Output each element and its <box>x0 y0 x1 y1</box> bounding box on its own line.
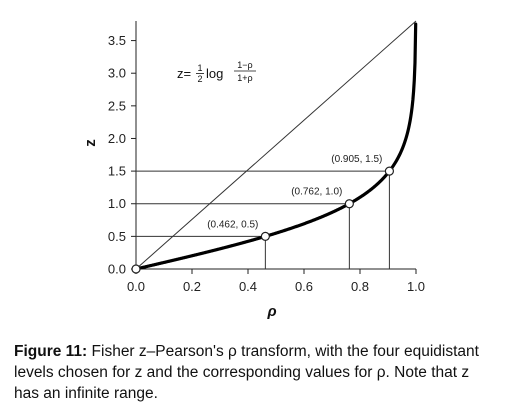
y-tick-label-6: 3.0 <box>108 66 126 81</box>
y-axis-label: z <box>82 139 99 147</box>
formula: z= 1 2 log 1−ρ 1+ρ <box>177 60 256 84</box>
y-tick-label-7: 3.5 <box>108 33 126 48</box>
x-tick-label-1: 0.2 <box>183 279 201 294</box>
figure-caption: Figure 11: Fisher z–Pearson's ρ transfor… <box>14 341 496 404</box>
axes <box>135 21 416 270</box>
x-tick-label-2: 0.4 <box>239 279 257 294</box>
x-tick-label-0: 0.0 <box>127 279 145 294</box>
formula-log-num: 1−ρ <box>237 60 252 70</box>
annotation-labels: (0.462, 0.5) (0.762, 1.0) (0.905, 1.5) <box>207 154 382 230</box>
point-label-2: (0.905, 1.5) <box>331 154 382 165</box>
series-group <box>134 20 418 271</box>
point-marker-1 <box>344 199 354 209</box>
y-tick-label-1: 0.5 <box>108 229 126 244</box>
x-tick-label-3: 0.6 <box>295 279 313 294</box>
formula-log: log <box>206 66 223 81</box>
tick-labels: 0.0 0.2 0.4 0.6 0.8 1.0 0.0 0.5 1.0 1.5 2.0 2.5 3.0 3… <box>108 33 425 294</box>
fisher-z-curve <box>134 22 418 271</box>
formula-frac-den: 2 <box>197 74 202 84</box>
caption-label: Figure 11: <box>14 343 88 360</box>
formula-log-den: 1+ρ <box>237 73 252 83</box>
point-label-1: (0.762, 1.0) <box>291 187 342 198</box>
formula-frac-num: 1 <box>197 63 202 73</box>
origin-marker <box>131 264 141 274</box>
annotation-points <box>131 166 394 274</box>
y-tick-label-4: 2.0 <box>108 131 126 146</box>
y-tick-label-3: 1.5 <box>108 164 126 179</box>
x-axis-label: ρ <box>266 303 276 320</box>
formula-lhs: z= <box>177 66 191 81</box>
guide-lines <box>136 170 390 269</box>
y-tick-label-2: 1.0 <box>108 196 126 211</box>
y-tick-label-0: 0.0 <box>108 262 126 277</box>
y-tick-label-5: 2.5 <box>108 98 126 113</box>
diagonal-line <box>135 20 417 270</box>
x-tick-label-4: 0.8 <box>351 279 369 294</box>
point-marker-0 <box>260 231 270 241</box>
tick-marks <box>131 40 417 274</box>
point-marker-2 <box>384 166 394 176</box>
fisher-z-chart: 0.0 0.2 0.4 0.6 0.8 1.0 0.0 0.5 1.0 1.5 2.0 2.5 3.0 3… <box>82 20 425 320</box>
caption-text: Fisher z–Pearson's ρ transform, with the… <box>14 343 479 402</box>
point-label-0: (0.462, 0.5) <box>207 219 258 230</box>
x-tick-label-5: 1.0 <box>407 279 425 294</box>
